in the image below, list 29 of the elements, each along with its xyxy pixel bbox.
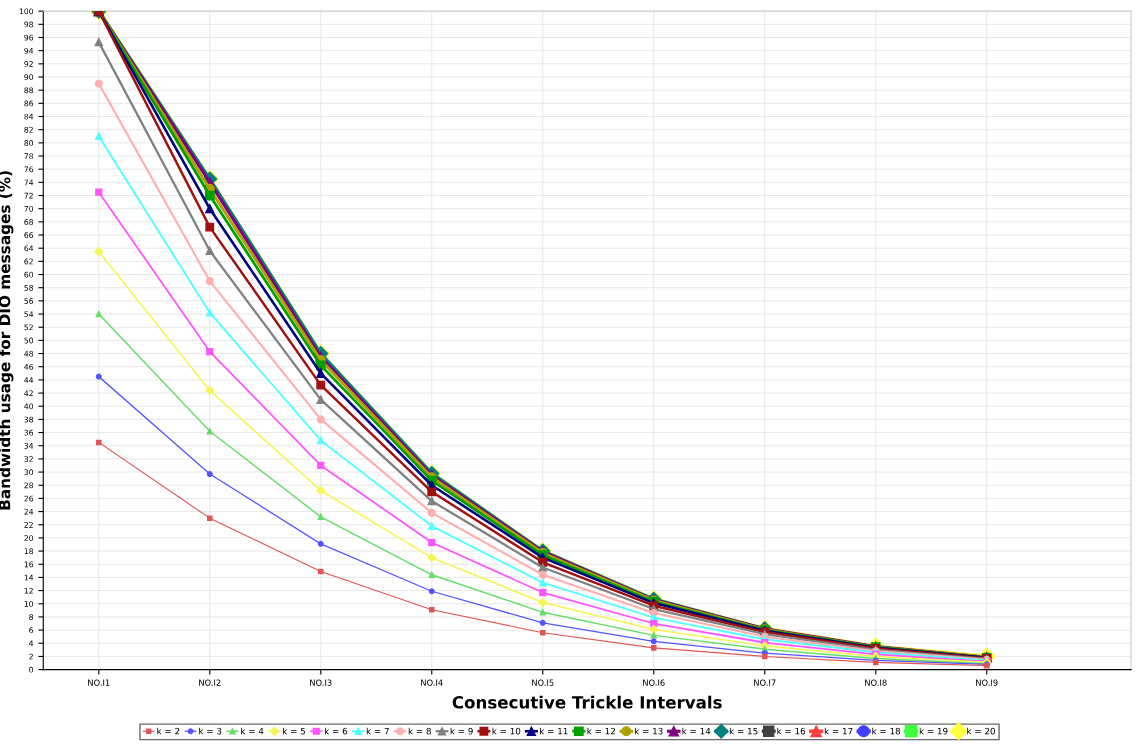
- legend-label: k = 15: [729, 727, 758, 735]
- x-tick-label: NO.I1: [88, 679, 110, 686]
- x-tick-label: NO.I8: [865, 679, 887, 686]
- x-tick-label: NO.I4: [421, 679, 443, 686]
- legend-label: k = 13: [634, 727, 663, 735]
- legend-label: k = 4: [241, 727, 264, 735]
- x-tick-label: NO.I2: [199, 679, 221, 686]
- legend-label: k = 2: [157, 727, 180, 735]
- legend-label: k = 17: [824, 727, 853, 735]
- legend-label: k = 10: [492, 727, 521, 735]
- legend-label: k = 18: [872, 727, 901, 735]
- legend-label: k = 3: [199, 727, 222, 735]
- legend-label: k = 20: [967, 727, 995, 735]
- legend-label: k = 8: [408, 727, 431, 735]
- x-tick-label: NO.I7: [754, 679, 776, 686]
- legend-label: k = 12: [587, 727, 615, 735]
- x-tick-label: NO.I6: [643, 679, 665, 686]
- x-axis-title: Consecutive Trickle Intervals: [452, 695, 722, 709]
- legend-label: k = 5: [283, 727, 306, 735]
- x-tick-label: NO.I3: [310, 679, 332, 686]
- legend-label: k = 7: [366, 727, 389, 735]
- legend-label: k = 14: [682, 727, 711, 735]
- x-tick-label: NO.I9: [976, 679, 998, 686]
- legend-label: k = 16: [777, 727, 806, 735]
- legend-label: k = 11: [540, 727, 568, 735]
- legend-label: k = 19: [919, 727, 948, 735]
- legend-label: k = 9: [450, 727, 473, 735]
- legend-label: k = 6: [324, 727, 348, 735]
- x-tick-label: NO.I5: [532, 679, 554, 686]
